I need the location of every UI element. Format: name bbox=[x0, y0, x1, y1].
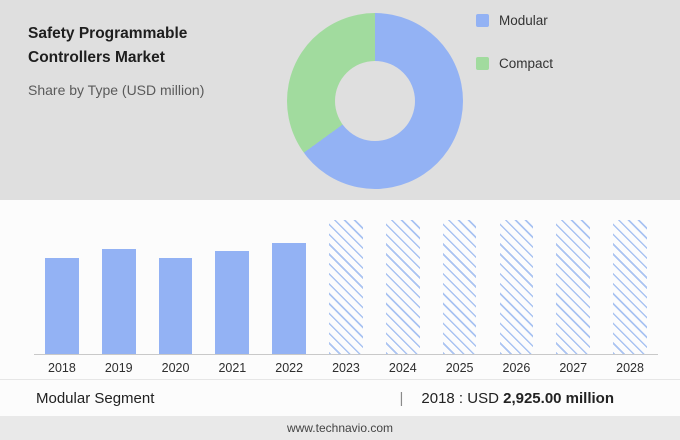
forecast-bar-2026 bbox=[499, 220, 534, 354]
bar-slot bbox=[267, 220, 311, 354]
forecast-bar-2028 bbox=[613, 220, 647, 354]
x-axis-label-2018: 2018 bbox=[48, 361, 76, 375]
x-axis-label-2023: 2023 bbox=[332, 361, 360, 375]
x-axis-label-2024: 2024 bbox=[388, 361, 417, 375]
x-axis-label-2025: 2025 bbox=[445, 361, 474, 375]
page-title-line2: Controllers Market bbox=[28, 49, 165, 66]
page-subtitle: Share by Type (USD million) bbox=[28, 82, 205, 98]
bottom-panel: 2018 2019 2020 2021 2022 2023 2024 2025 2026 2027… bbox=[0, 200, 680, 440]
footer-stat-group: | 2018 : USD 2,925.00 million bbox=[399, 390, 644, 407]
chart-legend: Modular Compact bbox=[476, 13, 553, 71]
bar-2021 bbox=[215, 250, 250, 354]
forecast-bar-2025 bbox=[442, 220, 477, 354]
x-axis-label-2019: 2019 bbox=[104, 361, 133, 375]
forecast-bar-2023 bbox=[329, 220, 363, 354]
x-axis-label-2020: 2020 bbox=[161, 361, 190, 375]
x-axis-label-2022: 2022 bbox=[275, 361, 304, 375]
legend-swatch bbox=[476, 57, 489, 70]
x-axis-label-2027: 2027 bbox=[559, 361, 588, 375]
website-text: www.technavio.com bbox=[286, 421, 394, 435]
bar-labels: 2018 2019 2020 2021 2022 2023 2024 2025 2026 2027… bbox=[34, 361, 658, 375]
legend-label: Modular bbox=[499, 13, 548, 28]
bar-slot bbox=[381, 220, 425, 354]
bar-slot bbox=[154, 220, 198, 354]
bar-plot bbox=[34, 220, 658, 355]
segment-label: Modular Segment bbox=[36, 389, 155, 407]
bar-2018 bbox=[45, 257, 79, 354]
bar-2022 bbox=[272, 242, 307, 354]
title-block: Safety Programmable Controllers Market S… bbox=[28, 22, 204, 100]
x-axis-label-2028: 2028 bbox=[616, 361, 644, 375]
bar-slot bbox=[438, 220, 482, 354]
bar-slot bbox=[608, 220, 652, 354]
stat-value: 2,925.00 million bbox=[503, 389, 614, 407]
stat-prefix: 2018 : USD bbox=[421, 389, 499, 407]
forecast-bar-2027 bbox=[556, 220, 591, 354]
donut-chart bbox=[287, 13, 463, 189]
page-title-line1: Safety Programmable bbox=[28, 25, 188, 42]
bar-slot bbox=[40, 220, 84, 354]
footer-stat: 2018 : USD 2,925.00 million bbox=[421, 390, 614, 407]
bar-slot bbox=[97, 220, 141, 354]
bar-2019 bbox=[101, 249, 136, 354]
legend-swatch bbox=[476, 14, 489, 27]
site-bar: www.technavio.com bbox=[0, 416, 680, 440]
bar-2020 bbox=[158, 257, 193, 354]
legend-label: Compact bbox=[499, 56, 554, 71]
bar-slot bbox=[210, 220, 254, 354]
legend-item-compact: Compact bbox=[476, 56, 553, 71]
x-axis-label-2026: 2026 bbox=[502, 361, 531, 375]
bar-slot bbox=[495, 220, 539, 354]
forecast-bar-2024 bbox=[385, 220, 420, 354]
bar-chart: 2018 2019 2020 2021 2022 2023 2024 2025 2026 2027… bbox=[34, 220, 658, 375]
top-panel: Safety Programmable Controllers Market S… bbox=[0, 0, 680, 200]
x-axis-label-2021: 2021 bbox=[218, 361, 247, 375]
footer-separator: | bbox=[399, 389, 404, 407]
bar-slot bbox=[324, 220, 368, 354]
footer-row: Modular Segment | 2018 : USD 2,925.00 mi… bbox=[0, 379, 680, 416]
donut-hole bbox=[335, 61, 415, 141]
bar-slot bbox=[551, 220, 595, 354]
legend-item-modular: Modular bbox=[476, 13, 553, 28]
